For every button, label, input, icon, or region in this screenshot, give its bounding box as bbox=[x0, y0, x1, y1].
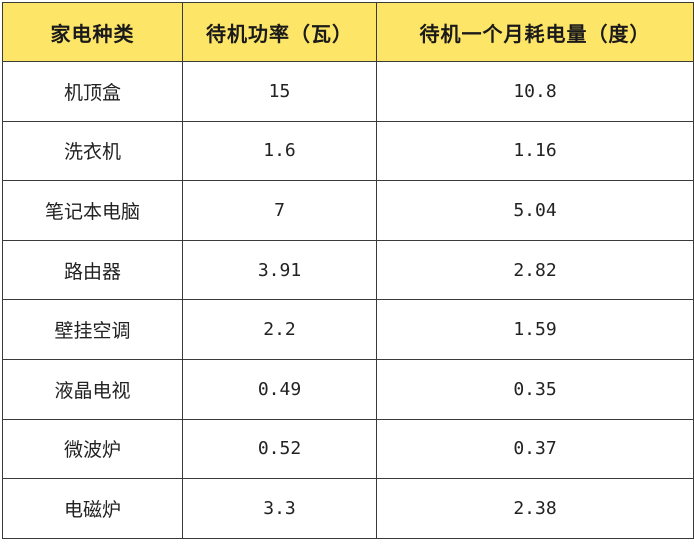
table-row: 电磁炉 3.3 2.38 bbox=[2, 478, 694, 539]
appliance-name-cell: 电磁炉 bbox=[2, 478, 183, 539]
table-row: 机顶盒 15 10.8 bbox=[2, 61, 694, 122]
standby-power-cell: 0.49 bbox=[182, 358, 377, 420]
appliance-name-cell: 液晶电视 bbox=[2, 358, 183, 420]
monthly-consumption-cell: 2.82 bbox=[376, 239, 694, 301]
standby-power-cell: 3.91 bbox=[182, 239, 377, 301]
standby-power-table: 家电种类 待机功率（瓦） 待机一个月耗电量（度） 机顶盒 15 10.8 洗衣机… bbox=[2, 2, 694, 539]
header-appliance-type: 家电种类 bbox=[2, 2, 183, 62]
standby-power-cell: 0.52 bbox=[182, 418, 377, 480]
monthly-consumption-cell: 1.59 bbox=[376, 299, 694, 360]
table-row: 洗衣机 1.6 1.16 bbox=[2, 120, 694, 182]
standby-power-cell: 7 bbox=[182, 180, 377, 241]
standby-power-cell: 15 bbox=[182, 61, 377, 122]
standby-power-cell: 1.6 bbox=[182, 120, 377, 182]
table-row: 笔记本电脑 7 5.04 bbox=[2, 180, 694, 241]
header-standby-power: 待机功率（瓦） bbox=[182, 2, 377, 62]
monthly-consumption-cell: 10.8 bbox=[376, 61, 694, 122]
header-row: 家电种类 待机功率（瓦） 待机一个月耗电量（度） bbox=[2, 2, 694, 62]
standby-power-cell: 2.2 bbox=[182, 299, 377, 360]
header-monthly-consumption: 待机一个月耗电量（度） bbox=[376, 2, 694, 62]
monthly-consumption-cell: 0.35 bbox=[376, 358, 694, 420]
table-row: 路由器 3.91 2.82 bbox=[2, 239, 694, 301]
monthly-consumption-cell: 5.04 bbox=[376, 180, 694, 241]
table-row: 壁挂空调 2.2 1.59 bbox=[2, 299, 694, 360]
appliance-name-cell: 洗衣机 bbox=[2, 120, 183, 182]
table-header: 家电种类 待机功率（瓦） 待机一个月耗电量（度） bbox=[2, 2, 694, 62]
monthly-consumption-cell: 1.16 bbox=[376, 120, 694, 182]
table-row: 微波炉 0.52 0.37 bbox=[2, 418, 694, 480]
appliance-name-cell: 微波炉 bbox=[2, 418, 183, 480]
monthly-consumption-cell: 2.38 bbox=[376, 478, 694, 539]
monthly-consumption-cell: 0.37 bbox=[376, 418, 694, 480]
appliance-name-cell: 路由器 bbox=[2, 239, 183, 301]
table-body: 机顶盒 15 10.8 洗衣机 1.6 1.16 笔记本电脑 7 5.04 路由… bbox=[2, 61, 694, 539]
table-row: 液晶电视 0.49 0.35 bbox=[2, 358, 694, 420]
standby-power-cell: 3.3 bbox=[182, 478, 377, 539]
appliance-name-cell: 笔记本电脑 bbox=[2, 180, 183, 241]
appliance-name-cell: 壁挂空调 bbox=[2, 299, 183, 360]
appliance-name-cell: 机顶盒 bbox=[2, 61, 183, 122]
